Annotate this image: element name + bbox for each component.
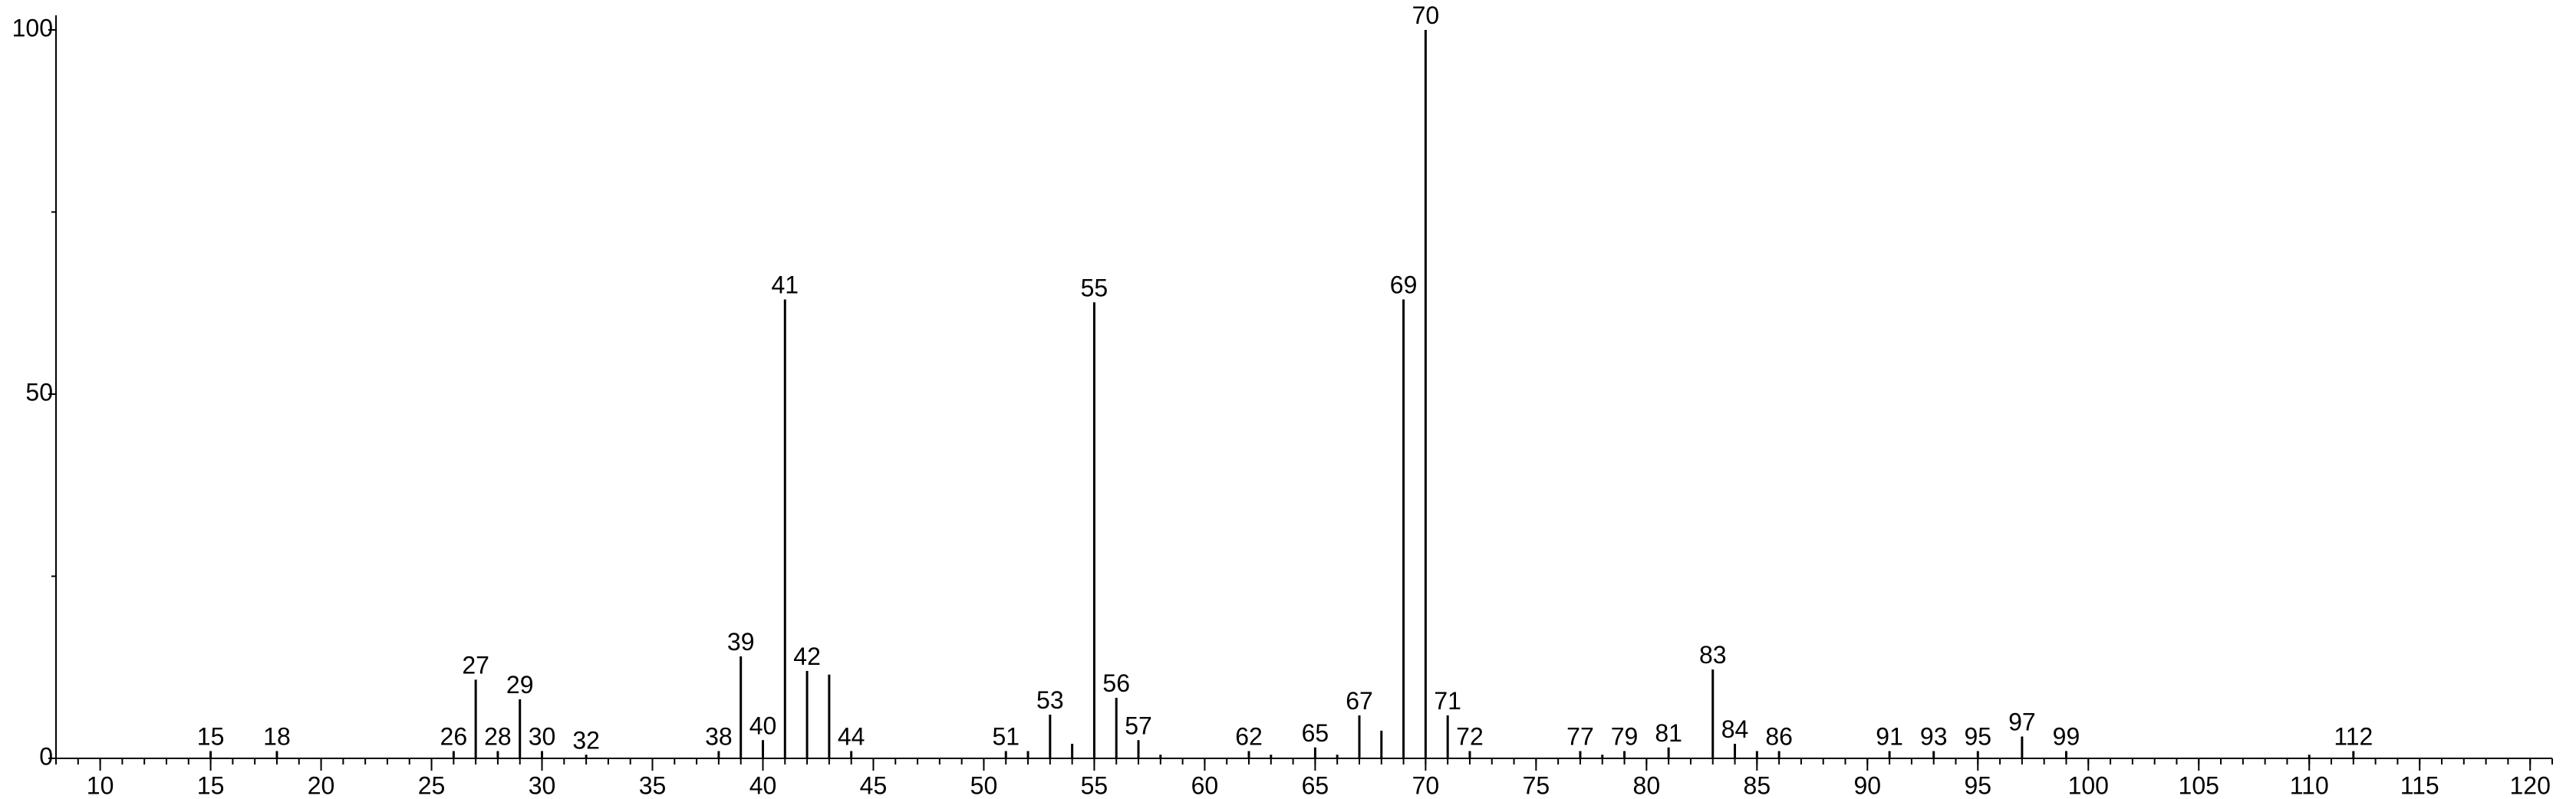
peak-label: 56: [1102, 669, 1130, 697]
peak-label: 70: [1412, 2, 1440, 29]
x-tick-label: 40: [749, 771, 777, 799]
peak-label: 42: [793, 643, 821, 670]
x-tick-label: 55: [1081, 771, 1108, 799]
peak-label: 112: [2334, 723, 2373, 751]
peak-label: 83: [1699, 641, 1727, 669]
x-tick-label: 20: [308, 771, 335, 799]
peak-label: 77: [1566, 723, 1594, 751]
x-tick-label: 10: [87, 771, 114, 799]
peak-label: 79: [1611, 723, 1639, 751]
x-tick-label: 30: [529, 771, 556, 799]
peak-label: 65: [1302, 719, 1329, 747]
peak-label: 51: [992, 723, 1020, 751]
x-tick-label: 110: [2290, 771, 2329, 799]
y-tick-label: 0: [39, 742, 53, 770]
peak-label: 28: [484, 723, 512, 751]
x-tick-label: 65: [1302, 771, 1329, 799]
peak-label: 30: [529, 723, 556, 751]
peak-label: 97: [2008, 709, 2036, 736]
peak-label: 69: [1390, 271, 1418, 299]
peak-label: 38: [705, 723, 733, 751]
y-tick-label: 50: [25, 378, 53, 406]
x-tick-label: 120: [2510, 771, 2551, 799]
peak-label: 18: [263, 723, 291, 751]
peak-label: 15: [197, 723, 225, 751]
x-tick-label: 60: [1191, 771, 1219, 799]
peak-label: 55: [1081, 274, 1108, 301]
x-tick-label: 75: [1523, 771, 1550, 799]
peak-label: 86: [1765, 723, 1793, 751]
x-tick-label: 90: [1854, 771, 1882, 799]
x-tick-label: 45: [860, 771, 888, 799]
x-tick-label: 95: [1964, 771, 1991, 799]
peak-label: 72: [1456, 723, 1484, 751]
peak-label: 27: [462, 651, 489, 679]
x-tick-label: 100: [2068, 771, 2109, 799]
peak-label: 84: [1721, 715, 1749, 743]
peak-label: 29: [506, 671, 534, 699]
x-tick-label: 80: [1633, 771, 1661, 799]
x-tick-label: 35: [639, 771, 667, 799]
x-tick-label: 25: [418, 771, 446, 799]
y-tick-label: 100: [12, 14, 53, 41]
peak-label: 93: [1920, 723, 1948, 751]
peak-label: 26: [440, 723, 468, 751]
x-tick-label: 70: [1412, 771, 1440, 799]
x-tick-label: 85: [1744, 771, 1771, 799]
peak-label: 62: [1235, 723, 1263, 751]
peak-label: 99: [2053, 723, 2080, 751]
peak-label: 41: [771, 271, 799, 299]
x-tick-label: 115: [2400, 771, 2439, 799]
peak-label: 32: [572, 726, 600, 754]
peak-label: 67: [1346, 687, 1373, 715]
peak-label: 39: [727, 628, 755, 656]
peak-label: 71: [1434, 687, 1461, 715]
x-tick-label: 15: [197, 771, 225, 799]
x-tick-label: 105: [2179, 771, 2219, 799]
x-tick-label: 50: [970, 771, 998, 799]
peak-label: 44: [838, 723, 865, 751]
peak-label: 81: [1655, 719, 1682, 747]
peak-label: 53: [1036, 686, 1064, 714]
peak-label: 57: [1125, 712, 1152, 739]
peak-label: 95: [1964, 723, 1991, 751]
peak-label: 40: [749, 712, 777, 739]
peak-label: 91: [1876, 723, 1903, 751]
